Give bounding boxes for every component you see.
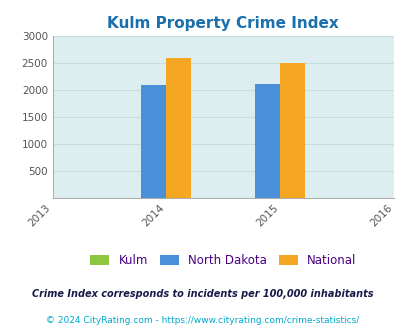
Bar bbox=[141, 85, 166, 198]
Bar bbox=[279, 63, 305, 198]
Bar bbox=[166, 58, 191, 198]
Title: Kulm Property Crime Index: Kulm Property Crime Index bbox=[107, 16, 338, 31]
Bar bbox=[254, 84, 279, 198]
Text: © 2024 CityRating.com - https://www.cityrating.com/crime-statistics/: © 2024 CityRating.com - https://www.city… bbox=[46, 315, 359, 325]
Legend: Kulm, North Dakota, National: Kulm, North Dakota, National bbox=[85, 249, 360, 272]
Text: Crime Index corresponds to incidents per 100,000 inhabitants: Crime Index corresponds to incidents per… bbox=[32, 289, 373, 299]
